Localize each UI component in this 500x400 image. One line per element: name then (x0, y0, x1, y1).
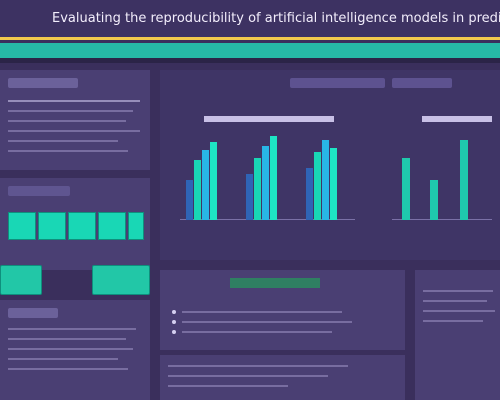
bar (330, 148, 337, 220)
text-line (8, 120, 126, 122)
left-middle-panel (0, 178, 150, 270)
dot-icon (172, 320, 176, 324)
bar (430, 180, 438, 220)
results-tab-1[interactable] (290, 78, 385, 88)
left-chart-title (204, 116, 334, 122)
left-top-panel (0, 70, 150, 170)
left-bottom-panel-header (8, 308, 58, 318)
page-title: Evaluating the reproducibility of artifi… (0, 0, 500, 40)
text-line (8, 348, 133, 350)
bar (306, 168, 313, 220)
right-chart (392, 130, 492, 220)
text-line (423, 300, 487, 302)
text-line (8, 150, 128, 152)
bar (246, 174, 253, 220)
footer-panel (160, 355, 405, 400)
teal-tile-1 (8, 212, 36, 240)
bar (270, 136, 277, 220)
teal-tile-3 (68, 212, 96, 240)
bar (202, 150, 209, 220)
text-line (168, 365, 348, 367)
text-line (423, 290, 493, 292)
text-line (423, 310, 495, 312)
subheader-dark-band (0, 58, 500, 63)
text-line (168, 385, 288, 387)
text-line (423, 320, 483, 322)
dot-icon (172, 310, 176, 314)
discussion-header (230, 278, 320, 288)
text-line (8, 140, 118, 142)
x-axis (392, 219, 492, 220)
text-line (182, 321, 352, 323)
subheader-bar (0, 43, 500, 58)
left-middle-panel-header (8, 186, 70, 196)
bar (210, 142, 217, 220)
left-top-panel-header (8, 78, 78, 88)
dot-icon (172, 330, 176, 334)
bar (262, 146, 269, 220)
results-panel (160, 70, 500, 260)
text-line (8, 100, 140, 102)
left-action-button[interactable] (0, 265, 42, 295)
bar (460, 140, 468, 220)
text-line (182, 331, 332, 333)
bar (254, 158, 261, 220)
text-line (8, 358, 118, 360)
results-tab-2[interactable] (392, 78, 452, 88)
bar (186, 180, 193, 220)
teal-tile-2 (38, 212, 66, 240)
bar (322, 140, 329, 220)
bar (314, 152, 321, 220)
left-bottom-panel (0, 300, 150, 400)
discussion-panel (160, 270, 405, 350)
bar (402, 158, 410, 220)
text-line (8, 368, 128, 370)
right-chart-title (422, 116, 492, 122)
right-action-button[interactable] (92, 265, 150, 295)
text-line (8, 328, 136, 330)
teal-tile-5 (128, 212, 144, 240)
side-panel (415, 270, 500, 400)
left-chart (180, 130, 355, 220)
text-line (8, 110, 133, 112)
bar (194, 160, 201, 220)
text-line (8, 338, 126, 340)
text-line (8, 130, 140, 132)
text-line (168, 375, 328, 377)
text-line (182, 311, 342, 313)
teal-tile-4 (98, 212, 126, 240)
